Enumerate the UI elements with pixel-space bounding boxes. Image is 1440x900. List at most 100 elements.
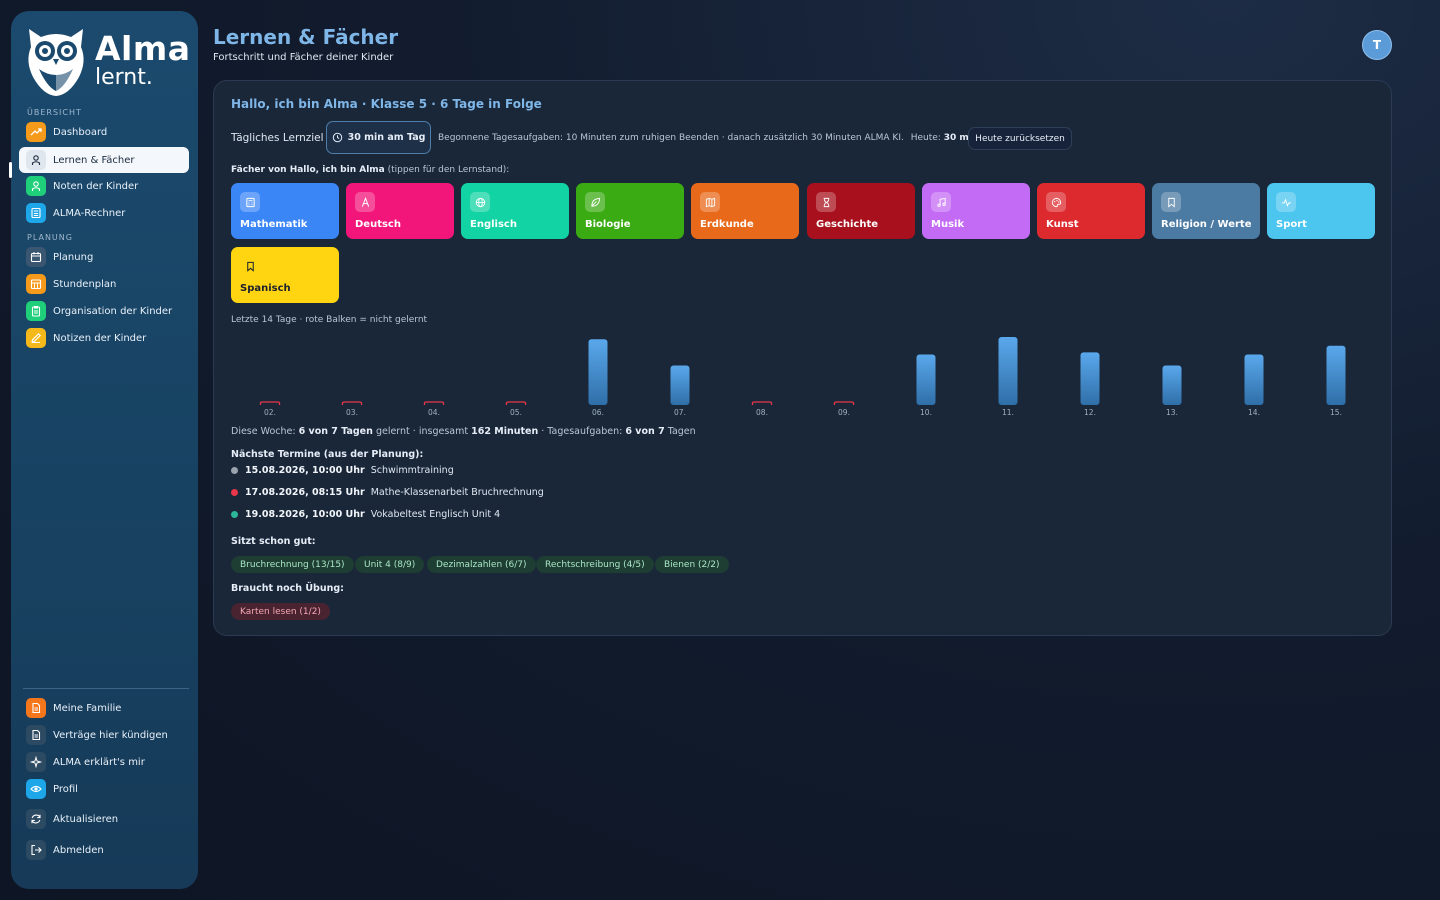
sidebar-item-stundenplan[interactable]: Stundenplan: [19, 271, 189, 297]
daily-goal-button[interactable]: 30 min am Tag: [326, 121, 431, 154]
subject-tile-spanisch[interactable]: Spanisch: [231, 247, 339, 303]
sidebar-item-aktualisieren[interactable]: Aktualisieren: [19, 806, 189, 832]
file-icon: [26, 725, 46, 745]
week-summary-minutes: 162 Minuten: [471, 426, 539, 437]
subject-tile-erdkunde[interactable]: Erdkunde: [691, 183, 799, 239]
sidebar-item-label: Abmelden: [53, 844, 104, 856]
subject-name: Englisch: [470, 219, 517, 230]
sidebar-item-familie[interactable]: Meine Familie: [19, 695, 189, 721]
topic-chip-good[interactable]: Rechtschreibung (4/5): [536, 556, 654, 573]
week-summary: Diese Woche: 6 von 7 Tagen gelernt · ins…: [231, 426, 696, 437]
avatar[interactable]: T: [1362, 30, 1392, 60]
document-icon: [26, 698, 46, 718]
sidebar-item-label: Dashboard: [53, 126, 108, 138]
subject-tile-biologie[interactable]: Biologie: [576, 183, 684, 239]
sidebar-item-label: Notizen der Kinder: [53, 332, 147, 344]
sidebar-item-lernen[interactable]: Lernen & Fächer: [19, 147, 189, 173]
topic-chip-good[interactable]: Dezimalzahlen (6/7): [427, 556, 536, 573]
subject-tile-geschichte[interactable]: Geschichte: [807, 183, 915, 239]
topic-chip-good[interactable]: Unit 4 (8/9): [355, 556, 425, 573]
calculator-icon: [26, 203, 46, 223]
page-title: Lernen & Fächer: [213, 25, 399, 49]
sidebar-item-alma-erklaert[interactable]: ALMA erklärt's mir: [19, 749, 189, 775]
week-summary-days: 6 von 7 Tagen: [298, 426, 373, 437]
sidebar-item-label: Verträge hier kündigen: [53, 729, 168, 741]
chart-tick-label: 11.: [1002, 408, 1014, 417]
appointment-item[interactable]: 15.08.2026, 10:00 Uhr Schwimmtraining: [231, 465, 454, 476]
sidebar-item-label: ALMA-Rechner: [53, 207, 126, 219]
sidebar-item-notizen[interactable]: Notizen der Kinder: [19, 325, 189, 351]
status-dot-icon: [231, 467, 238, 474]
chart-bar-not-learned: [505, 401, 527, 405]
appointment-item[interactable]: 17.08.2026, 08:15 Uhr Mathe-Klassenarbei…: [231, 487, 544, 498]
subject-tile-deutsch[interactable]: Deutsch: [346, 183, 454, 239]
chart-bar-learned: [1162, 365, 1182, 405]
owl-logo-icon: [28, 29, 84, 96]
sidebar-item-rechner[interactable]: ALMA-Rechner: [19, 200, 189, 226]
chart-bar-not-learned: [341, 401, 363, 405]
sidebar-item-abmelden[interactable]: Abmelden: [19, 837, 189, 863]
topic-chip-good[interactable]: Bienen (2/2): [655, 556, 729, 573]
chart-tick-label: 09.: [838, 408, 850, 417]
chart-bar-learned: [588, 339, 608, 405]
pencil-icon: [26, 328, 46, 348]
subject-tile-mathematik[interactable]: Mathematik: [231, 183, 339, 239]
logout-icon: [26, 840, 46, 860]
appointment-title: Schwimmtraining: [370, 465, 454, 476]
sidebar-item-planung[interactable]: Planung: [19, 244, 189, 270]
chart-tick-label: 13.: [1166, 408, 1178, 417]
daily-goal-label: 30 min am Tag: [347, 132, 426, 143]
sidebar-item-dashboard[interactable]: Dashboard: [19, 119, 189, 145]
music-icon: [931, 192, 951, 212]
appointment-date: 15.08.2026, 10:00 Uhr: [245, 465, 365, 476]
sidebar-item-profil[interactable]: Profil: [19, 776, 189, 802]
subject-tile-religion[interactable]: Religion / Werte: [1152, 183, 1260, 239]
sidebar-item-label: Planung: [53, 251, 94, 263]
chart-tick-label: 03.: [346, 408, 358, 417]
chart-tick-label: 10.: [920, 408, 932, 417]
appointment-date: 17.08.2026, 08:15 Uhr: [245, 487, 365, 498]
active-indicator: [9, 162, 12, 178]
brand-name: Alma: [95, 29, 191, 68]
clock-icon: [332, 132, 342, 143]
topic-chip-practice[interactable]: Karten lesen (1/2): [231, 603, 330, 620]
subject-name: Erdkunde: [700, 219, 754, 230]
goal-label: Tägliches Lernziel: [231, 132, 324, 144]
week-summary-text: · Tagesaufgaben:: [541, 426, 623, 437]
appointment-item[interactable]: 19.08.2026, 10:00 Uhr Vokabeltest Englis…: [231, 509, 500, 520]
subject-tile-sport[interactable]: Sport: [1267, 183, 1375, 239]
chart-tick-label: 05.: [510, 408, 522, 417]
calendar-icon: [26, 247, 46, 267]
subject-name: Spanisch: [240, 283, 291, 294]
subject-name: Musik: [931, 219, 965, 230]
topic-chip-good[interactable]: Bruchrechnung (13/15): [231, 556, 354, 573]
leaf-icon: [585, 192, 605, 212]
goal-today-value: 30 min: [943, 133, 979, 143]
goal-info: Begonnene Tagesaufgaben: 10 Minuten zum …: [438, 133, 978, 143]
subject-tile-kunst[interactable]: Kunst: [1037, 183, 1145, 239]
chart-tick-label: 02.: [264, 408, 276, 417]
brand-tagline: lernt.: [95, 65, 153, 90]
trend-up-icon: [26, 122, 46, 142]
chart-bar-learned: [1244, 354, 1264, 405]
chart-bar-not-learned: [833, 401, 855, 405]
chart-bar-not-learned: [423, 401, 445, 405]
chart-tick-label: 08.: [756, 408, 768, 417]
child-heading: Hallo, ich bin Alma · Klasse 5 · 6 Tage …: [231, 97, 542, 111]
sidebar-item-organisation[interactable]: Organisation der Kinder: [19, 298, 189, 324]
goal-info-text: Begonnene Tagesaufgaben: 10 Minuten zum …: [438, 133, 904, 143]
chart-caption: Letzte 14 Tage · rote Balken = nicht gel…: [231, 315, 428, 325]
reset-today-button[interactable]: Heute zurücksetzen: [968, 127, 1072, 150]
subject-tile-musik[interactable]: Musik: [922, 183, 1030, 239]
bookmark-icon: [240, 256, 260, 276]
alma-logo[interactable]: Alma lernt.: [25, 25, 190, 99]
sidebar-item-noten[interactable]: Noten der Kinder: [19, 173, 189, 199]
sidebar-item-label: Profil: [53, 783, 78, 795]
user-icon: [26, 176, 46, 196]
chart-bar-learned: [998, 337, 1018, 405]
sidebar-item-vertraege[interactable]: Verträge hier kündigen: [19, 722, 189, 748]
chart-bar-learned: [916, 354, 936, 405]
learning-bar-chart: 02. 03. 04. 05. 06. 07. 08. 09. 10. 11. 12. 13. 14. 1…: [259, 337, 1346, 417]
sparkle-icon: [26, 752, 46, 772]
subject-tile-englisch[interactable]: Englisch: [461, 183, 569, 239]
